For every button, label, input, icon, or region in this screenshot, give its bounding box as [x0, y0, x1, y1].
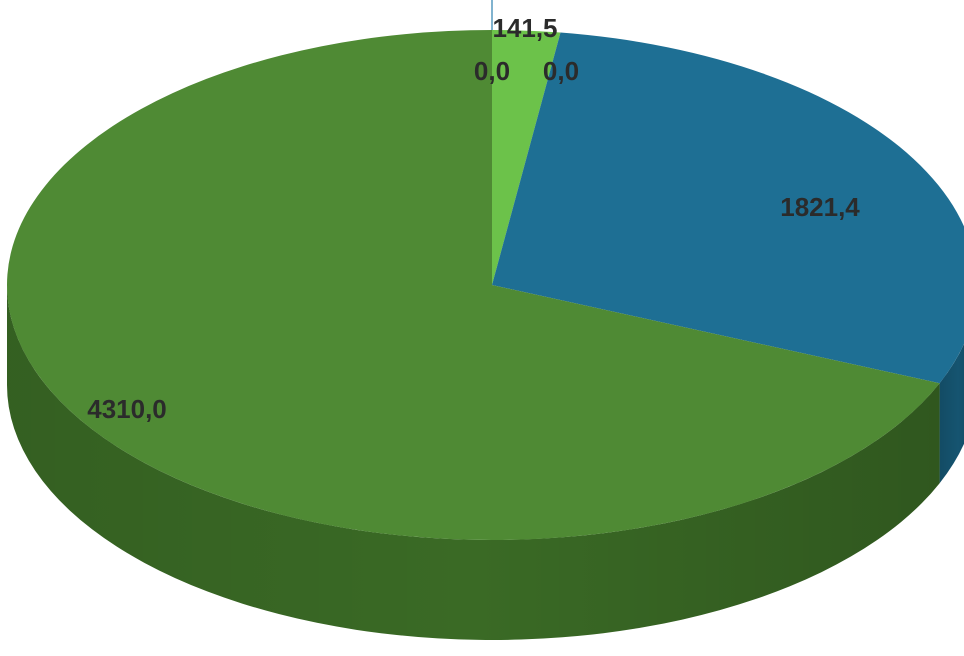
data-label-slice-3: 4310,0 [87, 394, 167, 424]
data-label-slice-4: 0,0 [474, 56, 510, 86]
data-labels: 141,5 1821,4 4310,0 0,0 0,0 [87, 13, 860, 424]
data-label-slice-1: 141,5 [492, 13, 557, 43]
data-label-slice-5: 0,0 [543, 56, 579, 86]
pie-side-shade-3 [7, 285, 940, 641]
pie-slice-2 [492, 32, 964, 384]
pie-sides [7, 285, 964, 641]
data-label-slice-2: 1821,4 [780, 192, 860, 222]
pie-slices [7, 0, 964, 540]
pie-slice-3 [7, 30, 940, 540]
pie-slice-1 [492, 30, 561, 285]
pie-side-shade-2 [939, 343, 964, 484]
